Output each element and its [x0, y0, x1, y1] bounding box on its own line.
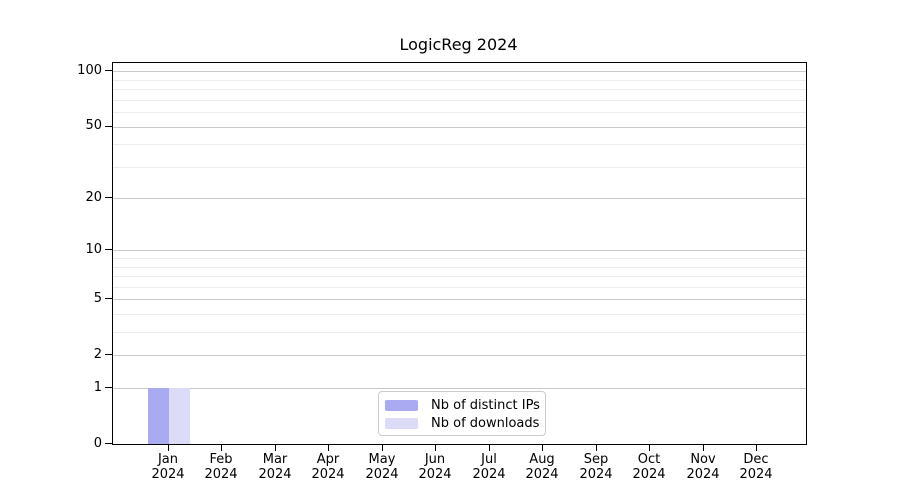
x-axis-tick-label-year: 2024 [686, 467, 720, 482]
legend: Nb of distinct IPs Nb of downloads [378, 391, 546, 436]
x-axis-tick-label: Apr 2024 [296, 452, 360, 482]
x-axis-tick-label-year: 2024 [311, 467, 345, 482]
legend-label-distinct-ips: Nb of distinct IPs [431, 397, 540, 413]
x-axis-tick-label-month: May [368, 452, 396, 467]
x-axis-tick [596, 444, 597, 451]
gridline-major [113, 250, 806, 251]
x-axis-tick-label-month: Aug [529, 452, 555, 467]
x-axis-tick-label: Oct 2024 [617, 452, 681, 482]
y-axis-tick-label: 20 [85, 190, 102, 205]
x-axis-tick [703, 444, 704, 451]
x-axis-tick-label: Mar 2024 [243, 452, 307, 482]
y-axis-tick-label: 50 [85, 118, 102, 133]
gridline-minor [113, 167, 806, 168]
x-axis-tick-label-month: Apr [316, 452, 340, 467]
y-axis-tick [105, 387, 112, 388]
x-axis-tick-label: Jul 2024 [457, 452, 521, 482]
y-axis-tick-label: 1 [93, 380, 102, 395]
x-axis-tick [756, 444, 757, 451]
x-axis-tick-label-year: 2024 [204, 467, 238, 482]
x-axis-tick-label-year: 2024 [365, 467, 399, 482]
x-axis-tick [275, 444, 276, 451]
gridline-major [113, 71, 806, 72]
gridline-minor [113, 267, 806, 268]
y-axis-tick-label: 5 [93, 291, 102, 306]
x-axis-tick-label: Feb 2024 [189, 452, 253, 482]
x-axis-tick [221, 444, 222, 451]
gridline-minor [113, 89, 806, 90]
x-axis-tick-label: Dec 2024 [724, 452, 788, 482]
gridline-minor [113, 112, 806, 113]
x-axis-tick-label-month: Jan [157, 452, 179, 467]
x-axis-tick-label-month: Sep [583, 452, 609, 467]
x-axis-tick-label-month: Jun [424, 452, 446, 467]
gridline-minor [113, 100, 806, 101]
x-axis-tick-label-month: Oct [637, 452, 661, 467]
x-axis-tick-label: Aug 2024 [510, 452, 574, 482]
y-axis-tick-label: 0 [93, 436, 102, 451]
x-axis-tick-label-year: 2024 [579, 467, 613, 482]
x-axis-tick-label-year: 2024 [151, 467, 185, 482]
y-axis-tick [105, 126, 112, 127]
y-axis-tick [105, 354, 112, 355]
x-axis-tick-label-year: 2024 [258, 467, 292, 482]
x-axis-tick-label-month: Nov [690, 452, 716, 467]
x-axis-tick-label: May 2024 [350, 452, 414, 482]
gridline-major [113, 355, 806, 356]
x-axis-tick [382, 444, 383, 451]
x-axis-tick [542, 444, 543, 451]
legend-entry-distinct-ips: Nb of distinct IPs [385, 397, 540, 413]
y-axis-tick-label: 10 [85, 242, 102, 257]
y-axis-tick [105, 298, 112, 299]
gridline-minor [113, 276, 806, 277]
y-axis-tick-label: 100 [77, 63, 102, 78]
legend-entry-downloads: Nb of downloads [385, 415, 539, 431]
x-axis-tick-label-year: 2024 [472, 467, 506, 482]
chart-title: LogicReg 2024 [399, 35, 518, 54]
gridline-minor [113, 314, 806, 315]
gridline-major [113, 299, 806, 300]
x-axis-tick [168, 444, 169, 451]
x-axis-tick-label-month: Dec [743, 452, 769, 467]
x-axis-tick-label-year: 2024 [739, 467, 773, 482]
gridline-major [113, 127, 806, 128]
x-axis-tick [649, 444, 650, 451]
x-axis-tick-label-year: 2024 [632, 467, 666, 482]
x-axis-tick-label-month: Feb [209, 452, 233, 467]
gridline-major [113, 198, 806, 199]
legend-swatch-downloads [385, 417, 418, 429]
y-axis-tick [105, 197, 112, 198]
x-axis-tick [489, 444, 490, 451]
x-axis-tick-label: Jun 2024 [403, 452, 467, 482]
plot-area: Nb of distinct IPs Nb of downloads [112, 62, 807, 445]
x-axis-tick-label: Jan 2024 [136, 452, 200, 482]
gridline-minor [113, 80, 806, 81]
gridline-minor [113, 258, 806, 259]
x-axis-tick [435, 444, 436, 451]
legend-swatch-distinct-ips [385, 399, 418, 411]
y-axis-tick-label: 2 [93, 347, 102, 362]
bar-nb-of-distinct-ips [148, 388, 169, 444]
gridline-minor [113, 332, 806, 333]
y-axis-tick [105, 70, 112, 71]
x-axis-tick-label-year: 2024 [418, 467, 452, 482]
x-axis-tick-label: Nov 2024 [671, 452, 735, 482]
x-axis-tick-label-month: Jul [481, 452, 497, 467]
x-axis-tick-label: Sep 2024 [564, 452, 628, 482]
y-axis-tick [105, 443, 112, 444]
legend-label-downloads: Nb of downloads [431, 415, 540, 431]
gridline-minor [113, 287, 806, 288]
y-axis-tick [105, 249, 112, 250]
x-axis-tick [328, 444, 329, 451]
gridline-minor [113, 144, 806, 145]
x-axis-tick-label-month: Mar [262, 452, 288, 467]
bar-nb-of-downloads [169, 388, 190, 444]
x-axis-tick-label-year: 2024 [525, 467, 559, 482]
gridline-major [113, 388, 806, 389]
